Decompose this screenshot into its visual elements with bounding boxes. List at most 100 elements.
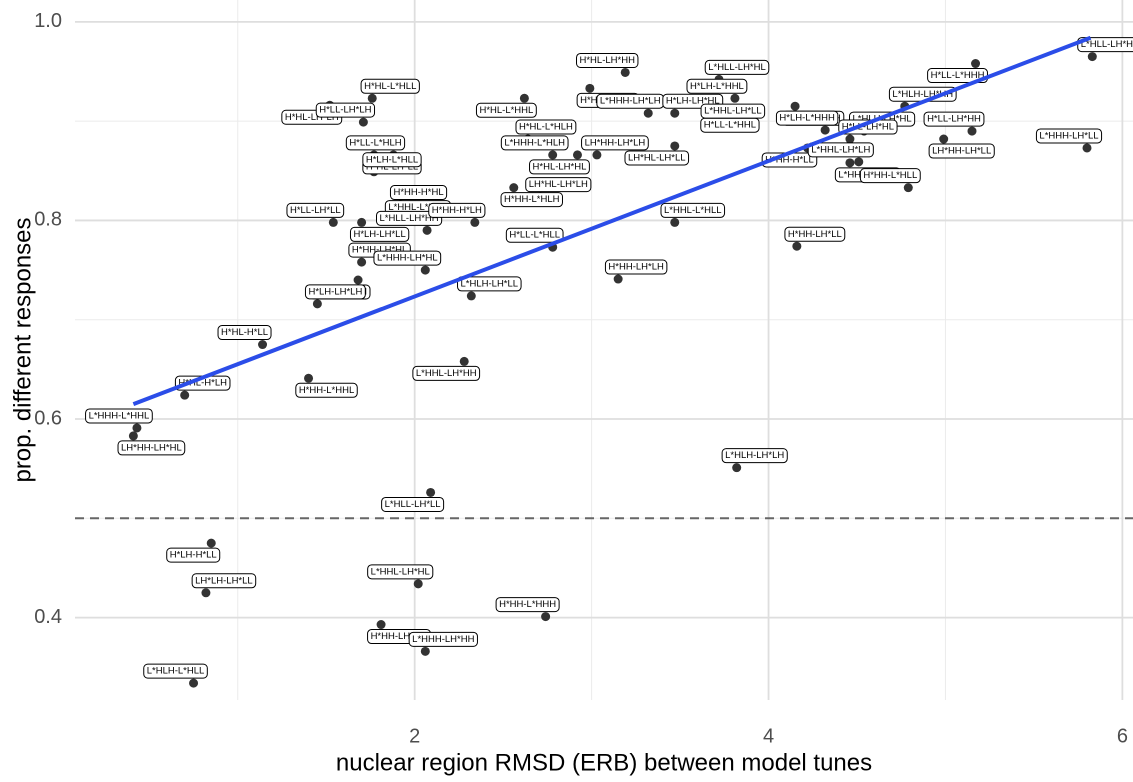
label-text: H*HL-LH*LH bbox=[285, 112, 339, 123]
label-box bbox=[304, 284, 366, 300]
label-text: LH*HL-LH*LL bbox=[628, 152, 686, 163]
point bbox=[422, 225, 432, 235]
label-box bbox=[360, 78, 420, 94]
point bbox=[132, 423, 142, 433]
label-box bbox=[362, 152, 422, 168]
label-box bbox=[581, 135, 649, 151]
point-label: H*LL-L*HHL bbox=[700, 117, 760, 133]
point bbox=[670, 217, 680, 227]
point-label: LH*HL-LH*LH bbox=[525, 177, 592, 193]
label-text: H*LL-L*HLL bbox=[509, 230, 560, 241]
point bbox=[357, 217, 367, 227]
label-text: H*HH-L*HLH bbox=[504, 194, 560, 205]
label-text: H*HH-H*LL bbox=[765, 154, 814, 165]
point-label: H*LL-L*HLH bbox=[345, 135, 406, 151]
label-box bbox=[500, 192, 563, 208]
label-text: H*HH-L*HHL bbox=[299, 385, 354, 396]
point-label: L*HHH-L*HHL bbox=[85, 408, 153, 424]
point bbox=[470, 217, 480, 227]
fit-line bbox=[132, 35, 1092, 406]
point-label: H*HL-L*HLL bbox=[360, 78, 420, 94]
label-text: H*LH-LH*LH bbox=[308, 286, 362, 297]
label-box bbox=[85, 408, 153, 424]
point bbox=[903, 183, 913, 193]
label-text: H*LL-L*HHL bbox=[704, 120, 756, 131]
label-text: L*HHH-LH*HH bbox=[412, 634, 474, 645]
y-tick-label: 0.8 bbox=[34, 209, 62, 231]
point bbox=[353, 275, 363, 285]
point-label: H*LL-L*HLL bbox=[505, 227, 564, 243]
point-label: H*HH-L*HHH bbox=[495, 597, 560, 613]
label-text: H*LH-L*HHL bbox=[690, 81, 744, 92]
point-label: H*HH-L*HLL bbox=[859, 168, 921, 184]
label-text: LH*HH-LH*LL bbox=[932, 146, 991, 157]
label-box bbox=[624, 150, 690, 166]
point-label: H*LH-L*HHL bbox=[686, 78, 748, 94]
x-axis-title: nuclear region RMSD (ERB) between model … bbox=[336, 749, 872, 776]
label-text: H*HL-LH*HL bbox=[533, 161, 587, 172]
label-text: H*HH-LH*HH bbox=[371, 631, 428, 642]
label-box bbox=[1035, 128, 1103, 144]
label-text: H*LH-LH*LL bbox=[353, 229, 405, 240]
point bbox=[420, 646, 430, 656]
label-box bbox=[191, 573, 257, 589]
point-label: H*LL-LH*HH bbox=[923, 111, 985, 127]
point bbox=[790, 101, 800, 111]
label-text: H*HL-L*HHL bbox=[479, 105, 533, 116]
point-label: L*HLH-LH*LH bbox=[721, 448, 788, 464]
point-label: H*HL-L*HHL bbox=[475, 102, 537, 118]
point-label: H*HL-LH*HH bbox=[576, 52, 639, 68]
point-label: LH*LH-LH*LL bbox=[191, 573, 257, 589]
label-text: H*LL-LH*HL bbox=[842, 122, 894, 133]
label-text: H*LH-H*LL bbox=[170, 550, 217, 561]
label-text: L*HLH-LH*LL bbox=[461, 278, 519, 289]
label-text: L*HLL-LH*HH bbox=[380, 213, 439, 224]
label-box bbox=[928, 143, 995, 159]
point bbox=[206, 538, 216, 548]
point bbox=[258, 340, 268, 350]
point bbox=[413, 579, 423, 589]
label-text: L*HHL-L*HLL bbox=[664, 205, 722, 216]
y-tick-label: 1.0 bbox=[34, 10, 62, 32]
point bbox=[670, 141, 680, 151]
label-box bbox=[381, 496, 445, 512]
label-text: H*HH-LH*LH bbox=[608, 262, 664, 273]
point bbox=[620, 67, 630, 77]
point bbox=[854, 157, 864, 167]
label-text: L*HHH-L*HHL bbox=[89, 410, 150, 421]
label-text: H*LL-LH*LL bbox=[290, 205, 341, 216]
point bbox=[670, 108, 680, 118]
point-label: L*HHL-LH*HL bbox=[367, 564, 434, 580]
x-tick-label: 6 bbox=[1117, 725, 1128, 747]
point bbox=[312, 299, 322, 309]
point-label: H*HL-H*LL bbox=[217, 325, 272, 341]
label-text: H*HL-H*LL bbox=[221, 327, 268, 338]
point-label: H*LH-LH*LH bbox=[304, 284, 366, 300]
point-label: L*HLL-LH*HL bbox=[704, 59, 770, 75]
point-label: H*HL-L*HLH bbox=[515, 119, 577, 135]
label-box bbox=[784, 226, 846, 242]
label-box bbox=[721, 448, 788, 464]
point bbox=[572, 150, 582, 160]
label-text: L*HHH-LH*LL bbox=[1039, 130, 1098, 141]
point bbox=[519, 93, 529, 103]
label-text: H*HL-LH*HH bbox=[580, 55, 636, 66]
label-box bbox=[515, 119, 577, 135]
point bbox=[548, 150, 558, 160]
point-label: LH*HL-LH*LL bbox=[624, 150, 690, 166]
label-text: H*HL-H*LH bbox=[178, 378, 227, 389]
point bbox=[189, 678, 199, 688]
label-text: L*HHL-LH*LL bbox=[704, 106, 762, 117]
point bbox=[592, 150, 602, 160]
point bbox=[426, 487, 436, 497]
label-text: H*LL-LH*LH bbox=[319, 105, 371, 116]
point bbox=[732, 463, 742, 473]
point bbox=[376, 620, 386, 630]
label-text: L*HLL-LH*HH bbox=[1081, 39, 1133, 50]
point-label: LH*HH-LH*LL bbox=[928, 143, 995, 159]
label-text: H*HH-LH*LL bbox=[788, 229, 842, 240]
label-text: L*HLH-LH*HH bbox=[892, 89, 953, 100]
point bbox=[358, 117, 368, 127]
label-box bbox=[500, 135, 569, 151]
